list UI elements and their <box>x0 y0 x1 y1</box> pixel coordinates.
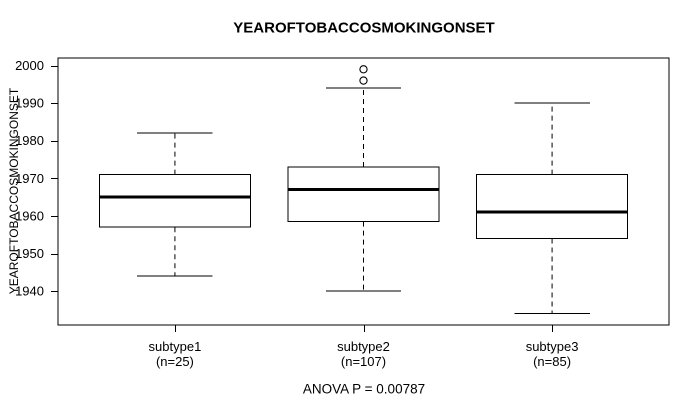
group-label-subtype2: subtype2 <box>337 339 390 354</box>
y-axis-tick-label: 1940 <box>15 284 44 299</box>
group-n-label-subtype1: (n=25) <box>156 354 194 369</box>
group-label-subtype1: subtype1 <box>149 339 202 354</box>
box-subtype2 <box>287 166 440 223</box>
outlier-point-subtype2 <box>359 76 368 85</box>
chart-title: YEAROFTOBACCOSMOKINGONSET <box>233 19 495 37</box>
y-axis-tick-label: 1980 <box>15 133 44 148</box>
y-axis-tick-label: 1970 <box>15 171 44 186</box>
y-axis-tick-label: 1960 <box>15 208 44 223</box>
box-subtype3 <box>476 174 629 240</box>
group-label-subtype3: subtype3 <box>526 339 579 354</box>
anova-annotation: ANOVA P = 0.00787 <box>302 381 426 397</box>
group-n-label-subtype2: (n=107) <box>341 354 386 369</box>
y-axis-tick-label: 2000 <box>15 58 44 73</box>
plot-border <box>57 57 670 326</box>
group-n-label-subtype3: (n=85) <box>533 354 571 369</box>
y-axis-tick-label: 1990 <box>15 96 44 111</box>
outlier-point-subtype2 <box>359 65 368 74</box>
box-subtype1 <box>98 174 251 228</box>
y-axis-tick-label: 1950 <box>15 246 44 261</box>
